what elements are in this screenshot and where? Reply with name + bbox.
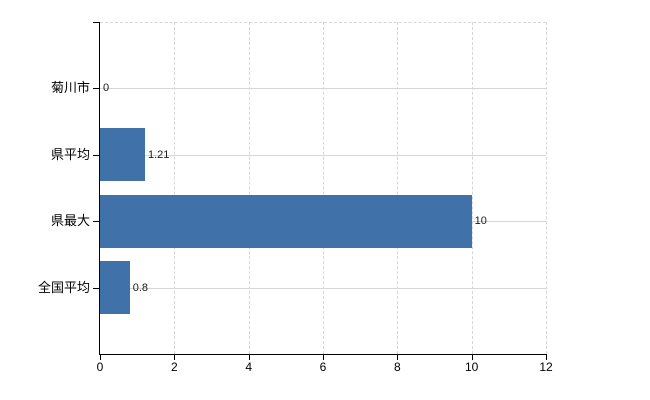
x-axis-tick [323,355,324,360]
x-tick-label: 12 [539,360,553,374]
horizontal-gridline [100,287,546,289]
horizontal-gridline [100,88,546,90]
y-axis-tick [93,22,100,23]
y-axis-tick [93,88,100,90]
y-axis-tick [93,221,100,223]
category-label: 全国平均 [37,279,90,295]
vertical-gridline [323,22,324,354]
bar [100,128,145,182]
x-axis-line [99,354,547,355]
horizontal-gridline [100,154,546,156]
vertical-gridline [397,22,399,354]
x-tick-label: 6 [319,360,327,374]
vertical-gridline [471,22,473,354]
bar [100,194,472,248]
y-axis-line [99,22,100,355]
x-axis-tick [397,355,399,360]
vertical-gridline [546,22,547,354]
vertical-gridline [248,22,250,354]
x-tick-label: 0 [96,360,104,374]
bar [100,261,130,315]
x-axis-tick [174,355,176,360]
bar-value-label: 0 [103,82,110,95]
vertical-gridline [174,22,176,354]
x-axis-tick [248,355,250,360]
bar-value-label: 1.21 [147,148,170,161]
plot-area: 0 1.21 10 0.8 [100,22,547,354]
category-label: 県最大 [50,213,90,229]
bar-value-label: 0.8 [132,281,149,294]
y-axis-tick [93,154,100,156]
x-tick-label: 10 [464,360,479,374]
category-label: 県平均 [50,146,90,162]
y-axis-tick [93,287,100,289]
x-tick-label: 2 [170,360,178,374]
x-tick-label: 4 [245,360,252,374]
bar-value-label: 10 [474,215,487,228]
x-axis-tick [471,355,473,360]
category-label: 菊川市 [50,80,90,96]
x-axis-tick [100,355,101,360]
plot-top-gridline [100,22,546,23]
x-axis-tick [546,355,547,360]
x-tick-label: 8 [393,360,401,374]
